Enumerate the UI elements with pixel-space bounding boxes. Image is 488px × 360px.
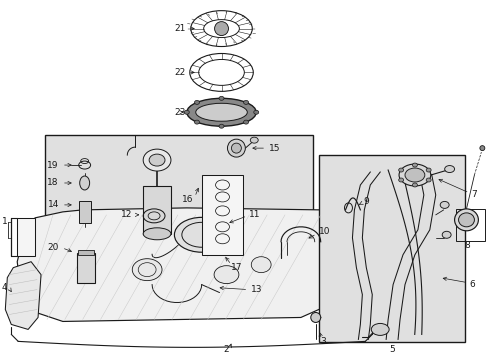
- Ellipse shape: [194, 120, 199, 124]
- Ellipse shape: [426, 178, 430, 182]
- Text: 9: 9: [363, 197, 368, 206]
- Bar: [318, 155, 465, 342]
- Ellipse shape: [80, 176, 89, 190]
- Ellipse shape: [219, 96, 224, 100]
- Text: 19: 19: [47, 161, 59, 170]
- Ellipse shape: [243, 100, 248, 104]
- Ellipse shape: [444, 166, 454, 172]
- Ellipse shape: [251, 257, 270, 273]
- Ellipse shape: [214, 266, 239, 284]
- Text: 23: 23: [174, 108, 185, 117]
- Ellipse shape: [426, 168, 430, 172]
- Ellipse shape: [174, 217, 228, 252]
- Ellipse shape: [214, 22, 228, 36]
- Text: 15: 15: [268, 144, 280, 153]
- Ellipse shape: [143, 228, 171, 240]
- Ellipse shape: [404, 168, 424, 182]
- Text: 12: 12: [121, 210, 132, 219]
- Ellipse shape: [479, 146, 484, 150]
- Ellipse shape: [458, 213, 473, 227]
- Polygon shape: [5, 262, 41, 329]
- Ellipse shape: [227, 139, 245, 157]
- Ellipse shape: [184, 110, 189, 114]
- Text: 21: 21: [174, 24, 185, 33]
- Text: 20: 20: [47, 243, 59, 252]
- Bar: [455, 209, 484, 241]
- Text: 3: 3: [320, 337, 326, 346]
- Text: 8: 8: [464, 241, 469, 250]
- Ellipse shape: [143, 149, 171, 171]
- Text: 10: 10: [318, 227, 329, 236]
- Ellipse shape: [398, 178, 403, 182]
- Text: 4: 4: [1, 283, 7, 292]
- Bar: [17, 218, 35, 256]
- Ellipse shape: [398, 168, 403, 172]
- Text: 18: 18: [47, 179, 59, 188]
- Ellipse shape: [253, 110, 258, 114]
- Ellipse shape: [310, 312, 320, 323]
- Text: 6: 6: [468, 280, 474, 289]
- Ellipse shape: [149, 154, 164, 166]
- Ellipse shape: [370, 323, 388, 336]
- Ellipse shape: [411, 183, 417, 187]
- Text: 1: 1: [1, 217, 7, 226]
- Ellipse shape: [195, 103, 247, 121]
- Bar: [79, 201, 90, 223]
- Ellipse shape: [186, 98, 256, 126]
- Ellipse shape: [250, 137, 258, 143]
- Text: 5: 5: [388, 345, 394, 354]
- Ellipse shape: [132, 259, 162, 280]
- Text: 14: 14: [47, 201, 59, 210]
- Bar: [77, 253, 94, 283]
- Bar: [45, 135, 312, 310]
- Text: 22: 22: [174, 68, 185, 77]
- Text: 16: 16: [182, 195, 193, 204]
- Ellipse shape: [454, 209, 477, 231]
- Text: 11: 11: [249, 210, 260, 219]
- Text: 2: 2: [223, 345, 229, 354]
- Ellipse shape: [194, 100, 199, 104]
- Ellipse shape: [398, 164, 430, 186]
- Text: 13: 13: [251, 285, 262, 294]
- Ellipse shape: [243, 120, 248, 124]
- Ellipse shape: [231, 143, 241, 153]
- Bar: [143, 186, 171, 234]
- Bar: [201, 175, 243, 255]
- Ellipse shape: [411, 163, 417, 167]
- Bar: [78, 250, 93, 255]
- Text: 17: 17: [231, 263, 243, 272]
- Text: 7: 7: [470, 190, 476, 199]
- Ellipse shape: [439, 201, 448, 208]
- Ellipse shape: [219, 124, 224, 128]
- Polygon shape: [17, 208, 360, 321]
- Ellipse shape: [441, 231, 450, 238]
